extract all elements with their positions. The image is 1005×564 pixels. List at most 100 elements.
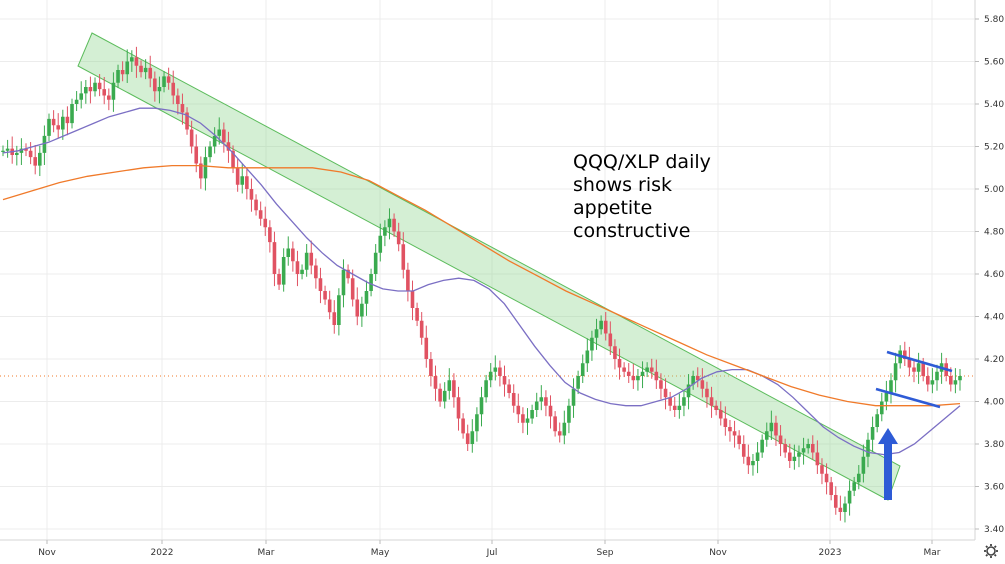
candle-body xyxy=(778,435,783,444)
candle-body xyxy=(751,461,755,466)
candle-body xyxy=(488,371,493,381)
candle-body xyxy=(691,376,695,385)
candle-body xyxy=(870,427,875,440)
candle-body xyxy=(461,418,465,434)
candle-body xyxy=(553,416,557,432)
candle-body xyxy=(346,269,350,279)
candle-body xyxy=(277,274,281,285)
candle-body xyxy=(930,380,935,385)
candle-body xyxy=(879,401,884,415)
candle-body xyxy=(774,422,778,436)
candle-body xyxy=(622,367,626,372)
candle-body xyxy=(355,299,360,317)
moving-averages xyxy=(2,107,961,456)
y-tick-label: 3.40 xyxy=(984,525,1004,535)
candle-body xyxy=(498,367,502,376)
candle-body xyxy=(410,291,415,308)
ma-line xyxy=(2,107,961,456)
candle-body xyxy=(125,61,130,75)
candle-body xyxy=(15,152,19,155)
y-tick-label: 4.00 xyxy=(984,398,1004,408)
candle-body xyxy=(599,320,603,330)
candle-body xyxy=(709,397,714,406)
candle-body xyxy=(429,359,433,376)
candle-body xyxy=(948,376,953,385)
candle-body xyxy=(705,388,709,398)
candle-body xyxy=(516,405,521,415)
candle-body xyxy=(240,176,245,185)
candle-body xyxy=(447,380,452,391)
candle-body xyxy=(148,67,153,79)
candle-body xyxy=(838,507,843,512)
pennant-lower-line xyxy=(875,387,941,409)
candle-body xyxy=(889,380,893,393)
y-tick-label: 3.60 xyxy=(984,483,1004,493)
candle-body xyxy=(677,405,682,410)
candle-body xyxy=(521,414,525,423)
candle-body xyxy=(61,116,65,130)
candle-body xyxy=(185,112,189,130)
grid xyxy=(0,0,975,540)
candle-body xyxy=(801,448,806,453)
settings-gear-icon[interactable] xyxy=(984,544,998,558)
candle-body xyxy=(580,363,585,376)
candle-body xyxy=(268,227,272,243)
x-tick-label: 2022 xyxy=(151,548,174,558)
candle-body xyxy=(686,384,691,398)
candle-body xyxy=(544,397,548,406)
candle-body xyxy=(162,76,166,87)
candle-body xyxy=(24,148,28,151)
candle-body xyxy=(309,252,314,266)
candle-body xyxy=(921,363,925,376)
x-tick-label: Sep xyxy=(597,548,614,558)
candle-body xyxy=(663,388,668,398)
candle-body xyxy=(415,308,419,321)
candle-body xyxy=(263,218,268,228)
candle-body xyxy=(852,482,856,491)
y-tick-label: 4.80 xyxy=(984,228,1004,238)
candle-body xyxy=(585,350,590,364)
candle-body xyxy=(189,129,194,147)
candle-body xyxy=(396,231,401,245)
candle-body xyxy=(254,199,258,211)
candle-body xyxy=(659,380,663,389)
candle-body xyxy=(525,418,530,423)
candle-body xyxy=(815,452,820,466)
candle-body xyxy=(231,150,235,168)
candle-body xyxy=(42,135,47,153)
candle-body xyxy=(787,452,792,461)
candle-body xyxy=(810,444,815,453)
candle-body xyxy=(654,371,659,381)
candle-body xyxy=(935,371,939,381)
y-tick-label: 4.20 xyxy=(984,355,1004,365)
y-tick-label: 5.40 xyxy=(984,100,1004,110)
candle-body xyxy=(700,380,705,389)
candle-body xyxy=(226,142,231,151)
candle-body xyxy=(806,444,810,449)
candle-body xyxy=(737,435,741,444)
candle-body xyxy=(157,87,162,92)
candle-body xyxy=(332,312,337,325)
candle-body xyxy=(28,150,33,158)
candle-body xyxy=(304,252,309,270)
candle-body xyxy=(166,76,171,83)
candle-body xyxy=(820,465,824,474)
candle-body xyxy=(475,414,479,432)
pennant-upper-line xyxy=(886,350,953,373)
candle-body xyxy=(714,405,718,410)
candle-body xyxy=(484,380,488,398)
candle-body xyxy=(534,401,539,410)
candle-body xyxy=(741,444,746,457)
y-tick-label: 4.60 xyxy=(984,270,1004,280)
candle-body xyxy=(93,82,97,92)
candle-body xyxy=(847,490,852,504)
candle-body xyxy=(562,422,567,436)
y-tick-label: 3.80 xyxy=(984,440,1004,450)
candle-body xyxy=(378,235,383,253)
candle-body xyxy=(120,70,125,75)
candle-body xyxy=(590,337,594,351)
candle-body xyxy=(866,439,870,457)
candle-body xyxy=(180,104,185,113)
